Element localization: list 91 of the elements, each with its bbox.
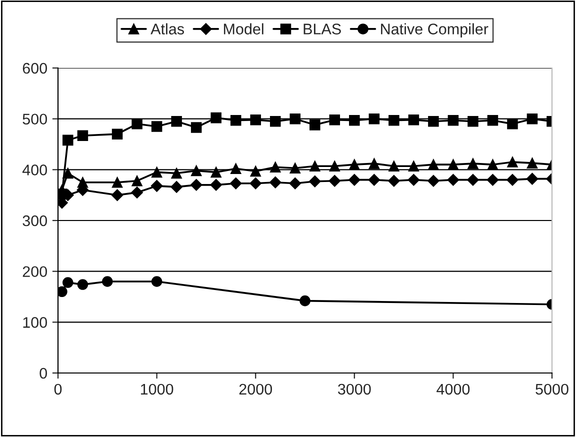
point — [349, 159, 360, 170]
y-tick-label: 200 — [22, 266, 47, 278]
point — [349, 114, 360, 126]
point — [230, 163, 242, 174]
point — [131, 186, 143, 198]
point — [447, 174, 460, 186]
point — [171, 116, 182, 127]
point — [507, 156, 518, 168]
point — [368, 113, 380, 124]
point — [388, 114, 400, 126]
point — [329, 160, 340, 172]
point — [448, 114, 459, 126]
point — [428, 116, 439, 127]
y-tick-label: 0 — [40, 368, 47, 379]
point — [428, 159, 439, 170]
point — [388, 160, 400, 172]
point — [190, 122, 202, 133]
point — [526, 172, 538, 185]
point — [428, 174, 440, 187]
point — [250, 114, 261, 126]
point — [526, 113, 538, 124]
point — [62, 134, 74, 146]
point — [348, 174, 360, 186]
point — [448, 159, 459, 170]
point — [151, 276, 162, 287]
point — [230, 177, 242, 190]
legend-label: Native Compiler — [381, 23, 488, 38]
point — [111, 189, 124, 202]
y-tick-label: 600 — [22, 62, 47, 74]
legend-label: Atlas — [150, 23, 184, 34]
point — [150, 180, 163, 192]
point — [151, 166, 162, 178]
point — [290, 162, 300, 174]
point — [368, 158, 380, 169]
point — [250, 166, 261, 177]
point — [62, 277, 74, 288]
point — [210, 112, 222, 124]
x-tick-label: 3000 — [338, 384, 371, 395]
point — [289, 177, 302, 190]
point — [388, 174, 400, 187]
point — [77, 130, 88, 141]
point — [507, 118, 518, 130]
point — [468, 158, 478, 169]
point — [468, 116, 478, 127]
point — [310, 160, 320, 172]
point — [328, 174, 341, 187]
point — [487, 114, 498, 126]
point — [210, 166, 222, 178]
point — [170, 181, 182, 193]
point — [210, 178, 222, 191]
point — [132, 118, 142, 130]
point — [506, 174, 518, 186]
point — [270, 162, 281, 173]
y-tick-label: 100 — [23, 317, 47, 328]
y-tick-label: 300 — [22, 215, 47, 226]
point — [77, 279, 88, 290]
legend-label: BLAS — [304, 24, 341, 34]
point — [408, 160, 420, 172]
point — [308, 175, 321, 188]
x-tick-label: 4000 — [436, 384, 470, 395]
point — [112, 128, 123, 140]
point — [269, 176, 282, 188]
point — [467, 174, 479, 186]
point — [300, 295, 310, 306]
point — [102, 276, 113, 287]
x-tick-label: 1000 — [140, 384, 174, 395]
y-tick-label: 500 — [22, 114, 47, 125]
point — [368, 174, 380, 186]
point — [58, 286, 68, 298]
point — [230, 114, 242, 126]
point — [151, 121, 162, 132]
legend-label: Model — [224, 23, 264, 34]
point — [408, 174, 420, 186]
x-tick-label: 5000 — [536, 384, 568, 395]
point — [487, 159, 498, 170]
point — [190, 165, 202, 176]
point — [310, 120, 320, 130]
point — [270, 116, 281, 127]
point — [290, 113, 300, 124]
x-tick-label: 2000 — [239, 384, 272, 395]
point — [329, 114, 340, 126]
point — [171, 168, 182, 179]
point — [132, 175, 142, 186]
point — [190, 178, 202, 191]
point — [486, 174, 499, 186]
point — [408, 114, 420, 126]
x-tick-label: 0 — [54, 384, 62, 395]
point — [250, 177, 262, 190]
y-tick-label: 400 — [22, 164, 47, 176]
point — [526, 158, 538, 168]
point — [112, 176, 123, 188]
